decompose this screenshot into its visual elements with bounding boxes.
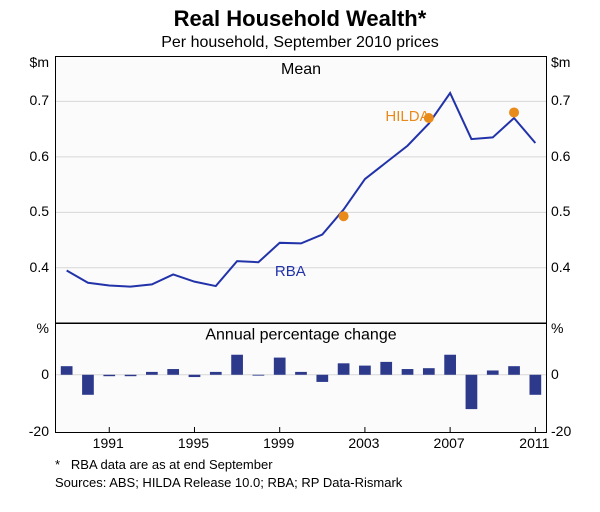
ytick-right: 0.5 xyxy=(551,203,570,219)
sources: Sources: ABS; HILDA Release 10.0; RBA; R… xyxy=(55,475,402,490)
y-unit-right-top: $m xyxy=(551,54,570,70)
xtick: 2003 xyxy=(348,435,379,451)
footnote: * RBA data are as at end September xyxy=(55,457,273,472)
ytick-right: 0.6 xyxy=(551,148,570,164)
ytick-left-bot: 0 xyxy=(41,366,49,382)
footnote-text: RBA data are as at end September xyxy=(71,457,273,472)
ytick-left: 0.4 xyxy=(30,259,49,275)
ytick-left: 0.5 xyxy=(30,203,49,219)
xtick: 1991 xyxy=(93,435,124,451)
xtick: 2011 xyxy=(519,435,549,451)
y-unit-left-top: $m xyxy=(30,54,49,70)
xtick: 2007 xyxy=(434,435,465,451)
chart-title: Real Household Wealth* xyxy=(0,0,600,32)
plot-area: Mean RBAHILDAAnnual percentage change xyxy=(55,56,547,433)
chart-container: Real Household Wealth* Per household, Se… xyxy=(0,0,600,512)
chart-svg: RBA HILDA Annual percentage change xyxy=(56,57,546,432)
xtick: 1995 xyxy=(178,435,209,451)
ytick-right-bot: 0 xyxy=(551,366,559,382)
xtick: 1999 xyxy=(263,435,294,451)
ytick-left: 0.6 xyxy=(30,148,49,164)
ytick-right: 0.7 xyxy=(551,92,570,108)
ytick-left: 0.7 xyxy=(30,92,49,108)
ytick-right: 0.4 xyxy=(551,259,570,275)
ytick-left-bot: -20 xyxy=(29,423,49,439)
rba-label: RBA xyxy=(275,263,306,280)
y-unit-left-bot: % xyxy=(37,320,49,336)
ytick-right-bot: -20 xyxy=(551,423,571,439)
hilda-label: HILDA xyxy=(385,108,429,125)
bottom-panel-title: Annual percentage change xyxy=(205,326,396,343)
y-unit-right-bot: % xyxy=(551,320,563,336)
chart-subtitle: Per household, September 2010 prices xyxy=(0,34,600,52)
footnote-marker: * xyxy=(55,457,60,472)
